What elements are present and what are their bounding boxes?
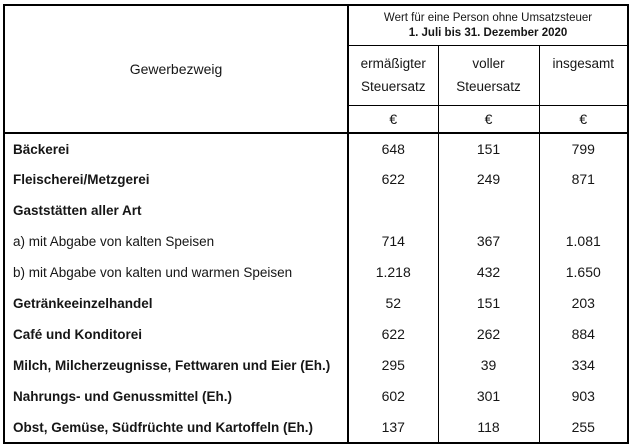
row-label: Gaststätten aller Art	[4, 195, 349, 226]
cell-insgesamt	[539, 195, 628, 226]
cell-ermaessigter-steuersatz: 1.218	[348, 257, 439, 288]
row-label: Bäckerei	[4, 133, 349, 164]
unit-cell-euro: €	[438, 105, 540, 134]
cell-insgesamt: 799	[571, 140, 595, 157]
table-row: Nahrungs- und Genussmittel (Eh.) 602 301 90…	[4, 381, 628, 412]
cell-insgesamt: 903	[571, 388, 595, 404]
row-label: Milch, Milcherzeugnisse, Fettwaren und E…	[4, 350, 349, 381]
cell-ermaessigter-steuersatz: 295	[348, 350, 439, 381]
gewerbezweig-table: Gewerbezweig Wert für eine Person ohne U…	[3, 4, 630, 444]
table-row: b) mit Abgabe von kalten und warmen Spei…	[4, 257, 628, 288]
col-header-line: Steuersatz	[360, 79, 426, 94]
cell-insgesamt: 1.081	[565, 233, 601, 249]
header-row-columns: ermäßigter Steuersatz voller Steuersatz …	[4, 45, 629, 106]
table-header: Gewerbezweig Wert für eine Person ohne U…	[4, 5, 629, 134]
corner-header-cell: Gewerbezweig	[4, 5, 349, 134]
cell-ermaessigter-steuersatz	[348, 195, 439, 226]
cell-voller-steuersatz: 249	[438, 164, 540, 195]
col-header-insgesamt: insgesamt	[539, 45, 629, 106]
table-row: Getränkeeinzelhandel 52 151 203	[4, 288, 628, 319]
row-label: Nahrungs- und Genussmittel (Eh.)	[4, 381, 349, 412]
value-group-header: Wert für eine Person ohne Umsatzsteuer 1…	[348, 5, 629, 46]
table-row: a) mit Abgabe von kalten Speisen 714 367 1.…	[4, 226, 628, 257]
cell-insgesamt: 255	[571, 418, 595, 435]
col-header-line: insgesamt	[552, 56, 615, 71]
cell-voller-steuersatz: 432	[438, 257, 540, 288]
col-header-line: voller	[472, 56, 505, 71]
cell-voller-steuersatz	[438, 195, 540, 226]
cell-ermaessigter-steuersatz: 137	[348, 412, 439, 443]
cell-voller-steuersatz: 301	[438, 381, 540, 412]
cell-insgesamt: 1.650	[565, 264, 601, 280]
row-label: Café und Konditorei	[4, 319, 349, 350]
cell-ermaessigter-steuersatz: 622	[348, 319, 439, 350]
table-row: Gaststätten aller Art	[4, 195, 628, 226]
cell-ermaessigter-steuersatz: 648	[348, 133, 439, 164]
cell-ermaessigter-steuersatz: 714	[348, 226, 439, 257]
cell-voller-steuersatz: 151	[438, 133, 540, 164]
header-row-group: Gewerbezweig Wert für eine Person ohne U…	[4, 5, 629, 134]
cell-voller-steuersatz: 118	[438, 412, 540, 443]
value-group-line2: 1. Juli bis 31. Dezember 2020	[408, 26, 568, 39]
cell-ermaessigter-steuersatz: 602	[348, 381, 439, 412]
table-row: Obst, Gemüse, Südfrüchte und Kartoffeln …	[4, 412, 628, 443]
row-label: Fleischerei/Metzgerei	[4, 164, 349, 195]
cell-ermaessigter-steuersatz: 622	[348, 164, 439, 195]
cell-voller-steuersatz: 262	[438, 319, 540, 350]
cell-ermaessigter-steuersatz: 52	[348, 288, 439, 319]
cell-voller-steuersatz: 367	[438, 226, 540, 257]
table-row: Bäckerei 648 151 799	[4, 133, 628, 164]
cell-insgesamt: 884	[571, 326, 595, 342]
cell-insgesamt: 871	[571, 171, 595, 187]
table-row: Fleischerei/Metzgerei 622 249 871	[4, 164, 628, 195]
cell-voller-steuersatz: 39	[438, 350, 540, 381]
row-label: Getränkeeinzelhandel	[4, 288, 349, 319]
row-label: Obst, Gemüse, Südfrüchte und Kartoffeln …	[4, 412, 349, 443]
table-body: Bäckerei 648 151 799 Fleischerei/Metzgerei 62…	[4, 133, 628, 443]
table-row: Café und Konditorei 622 262 884	[4, 319, 628, 350]
cell-insgesamt: 203	[571, 295, 595, 311]
row-label: a) mit Abgabe von kalten Speisen	[4, 226, 349, 257]
row-label: b) mit Abgabe von kalten und warmen Spei…	[4, 257, 349, 288]
unit-cell-euro: €	[348, 105, 439, 134]
unit-cell-euro: €	[539, 105, 629, 134]
cell-voller-steuersatz: 151	[438, 288, 540, 319]
col-header-ermaessigter-steuersatz: ermäßigter Steuersatz	[348, 45, 439, 106]
table-row: Milch, Milcherzeugnisse, Fettwaren und E…	[4, 350, 628, 381]
header-row-units: € € €	[4, 105, 629, 134]
value-group-line1: Wert für eine Person ohne Umsatzsteuer	[383, 11, 593, 24]
col-header-line: Steuersatz	[456, 79, 521, 94]
cell-insgesamt: 334	[571, 357, 595, 373]
col-header-voller-steuersatz: voller Steuersatz	[438, 45, 540, 106]
col-header-line: ermäßigter	[360, 56, 426, 71]
